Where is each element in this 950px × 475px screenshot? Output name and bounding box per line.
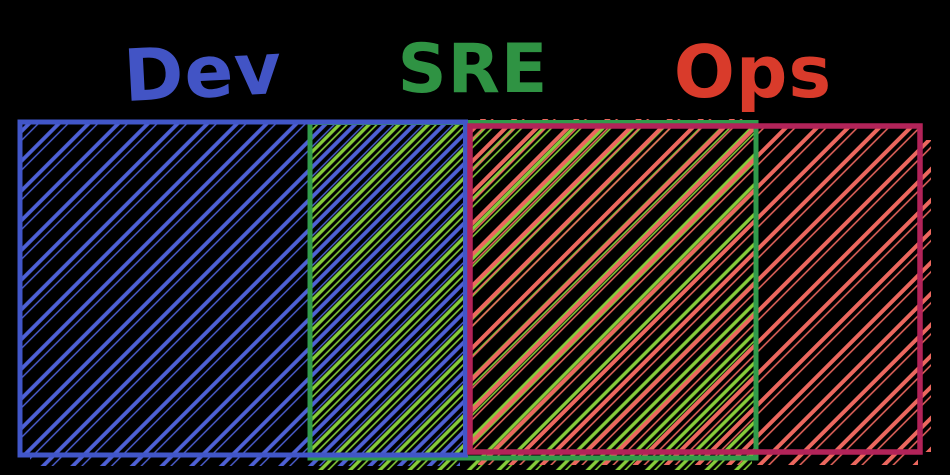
sre-set-border <box>307 120 759 461</box>
dev-set-border <box>17 119 468 458</box>
ops-label: Ops <box>674 30 833 114</box>
ops-set-border <box>467 123 923 455</box>
dev-label: Dev <box>121 26 284 118</box>
ops-hatch-overshoot-right <box>920 140 931 452</box>
sre-label: SRE <box>398 30 549 109</box>
ops-set-fill <box>470 126 920 452</box>
dev-hatch-overshoot-bottom <box>30 455 460 466</box>
